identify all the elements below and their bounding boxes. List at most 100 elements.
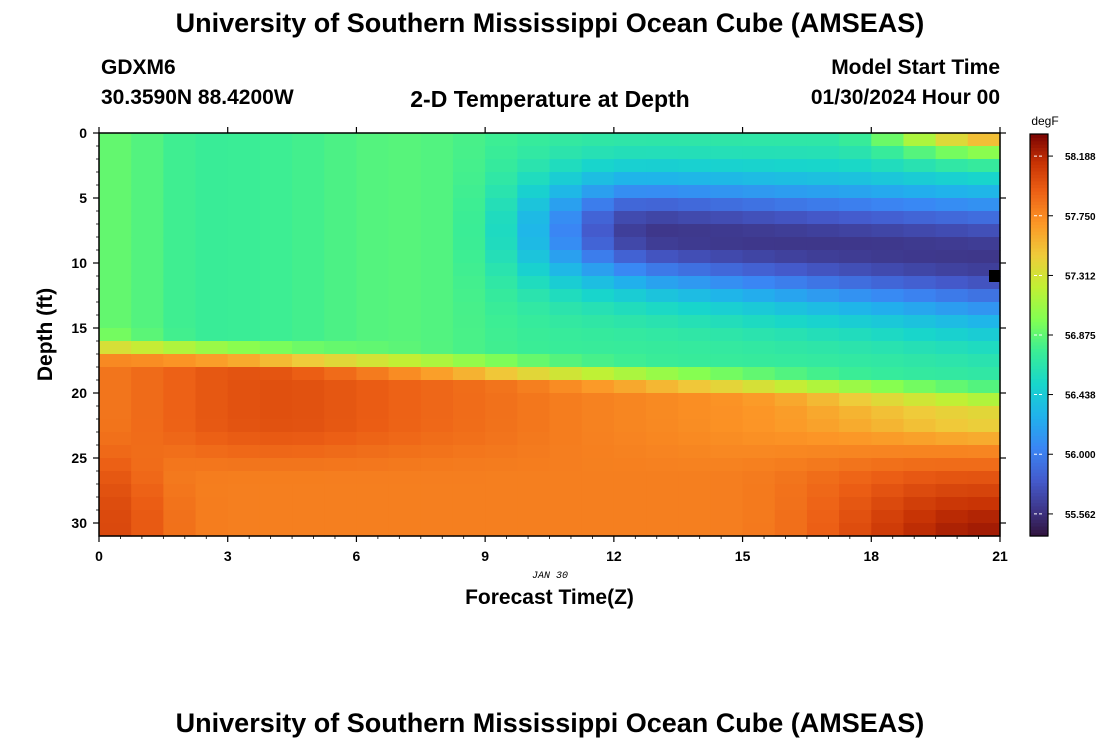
heatmap-cell — [806, 172, 840, 186]
heatmap-cell — [195, 198, 229, 212]
heatmap-cell — [227, 510, 261, 524]
x-tick-label: 15 — [735, 548, 751, 564]
heatmap-cell — [581, 237, 615, 251]
heatmap-cell — [581, 484, 615, 498]
heatmap-cell — [195, 276, 229, 290]
heatmap-cell — [806, 146, 840, 160]
heatmap-cell — [259, 419, 293, 433]
heatmap-cell — [452, 510, 486, 524]
heatmap-cell — [678, 133, 711, 147]
heatmap-cell — [292, 185, 325, 199]
heatmap-cell — [549, 484, 583, 498]
page-title: University of Southern Mississippi Ocean… — [175, 8, 925, 38]
colorbar-segment — [1030, 144, 1048, 148]
heatmap-cell — [163, 445, 197, 459]
heatmap-cell — [292, 419, 325, 433]
heatmap-cell — [517, 471, 551, 485]
heatmap-cell — [839, 315, 872, 329]
heatmap-cell — [806, 185, 840, 199]
heatmap-cell — [163, 302, 197, 316]
heatmap-cell — [710, 432, 744, 446]
heatmap-cell — [131, 432, 164, 446]
heatmap-cell — [517, 146, 551, 160]
heatmap-cell — [227, 432, 261, 446]
heatmap-cell — [581, 146, 615, 160]
heatmap-cell — [356, 276, 390, 290]
heatmap-cell — [227, 237, 261, 251]
heatmap-cell — [485, 328, 518, 342]
heatmap-cell — [163, 328, 197, 342]
colorbar-segment — [1030, 214, 1048, 219]
heatmap-cell — [678, 263, 711, 277]
colorbar-segment — [1030, 261, 1048, 266]
heatmap-cell — [131, 250, 164, 264]
colorbar-segment — [1030, 335, 1048, 339]
heatmap-cell — [710, 445, 744, 459]
heatmap-cell — [774, 328, 808, 342]
heatmap-cell — [324, 406, 358, 420]
colorbar-segment — [1030, 308, 1048, 313]
heatmap-cell — [646, 432, 679, 446]
heatmap-cell — [806, 406, 840, 420]
colorbar-segment — [1030, 515, 1048, 520]
heatmap-cell — [581, 510, 615, 524]
heatmap-cell — [742, 289, 776, 303]
heatmap-cell — [292, 224, 325, 238]
heatmap-cell — [292, 406, 325, 420]
heatmap-cell — [581, 172, 615, 186]
colorbar-segment — [1030, 405, 1048, 410]
heatmap-cell — [839, 172, 872, 186]
heatmap-cell — [324, 367, 358, 381]
heatmap-cell — [195, 380, 229, 394]
heatmap-cell — [774, 484, 808, 498]
heatmap-cell — [903, 380, 937, 394]
heatmap-cell — [163, 185, 197, 199]
heatmap-cell — [452, 224, 486, 238]
heatmap-cell — [742, 458, 776, 472]
heatmap-cell — [903, 510, 937, 524]
heatmap-cell — [517, 510, 551, 524]
heatmap-cell — [388, 263, 422, 277]
colorbar-segment — [1030, 395, 1048, 400]
heatmap-cell — [678, 198, 711, 212]
heatmap-cell — [420, 419, 454, 433]
colorbar-segment — [1030, 301, 1048, 306]
heatmap-cell — [871, 445, 905, 459]
colorbar-segment — [1030, 361, 1048, 366]
heatmap-cell — [742, 523, 776, 537]
heatmap-cell — [356, 146, 390, 160]
heatmap-cell — [581, 380, 615, 394]
heatmap-cell — [292, 432, 325, 446]
heatmap-cell — [420, 432, 454, 446]
heatmap-cell — [195, 354, 229, 368]
heatmap-cell — [581, 432, 615, 446]
heatmap-cell — [195, 159, 229, 173]
heatmap-cell — [485, 289, 518, 303]
heatmap-cells — [99, 133, 1001, 537]
heatmap-cell — [581, 497, 615, 511]
heatmap-cell — [485, 237, 518, 251]
heatmap-cell — [292, 263, 325, 277]
colorbar-segment — [1030, 525, 1048, 530]
heatmap-cell — [99, 458, 132, 472]
heatmap-cell — [871, 159, 905, 173]
heatmap-cell — [292, 367, 325, 381]
heatmap-cell — [485, 224, 518, 238]
colorbar-segment — [1030, 448, 1048, 453]
colorbar-segment — [1030, 281, 1048, 286]
heatmap-cell — [710, 289, 744, 303]
heatmap-cell — [903, 250, 937, 264]
heatmap-cell — [420, 445, 454, 459]
colorbar-segment — [1030, 388, 1048, 393]
colorbar-segment — [1030, 134, 1048, 138]
heatmap-cell — [871, 523, 905, 537]
heatmap-cell — [742, 146, 776, 160]
heatmap-cell — [774, 289, 808, 303]
heatmap-cell — [839, 458, 872, 472]
heatmap-cell — [131, 237, 164, 251]
heatmap-cell — [356, 354, 390, 368]
heatmap-cell — [806, 523, 840, 537]
heatmap-cell — [967, 315, 1001, 329]
heatmap-cell — [710, 393, 744, 407]
heatmap-cell — [903, 497, 937, 511]
